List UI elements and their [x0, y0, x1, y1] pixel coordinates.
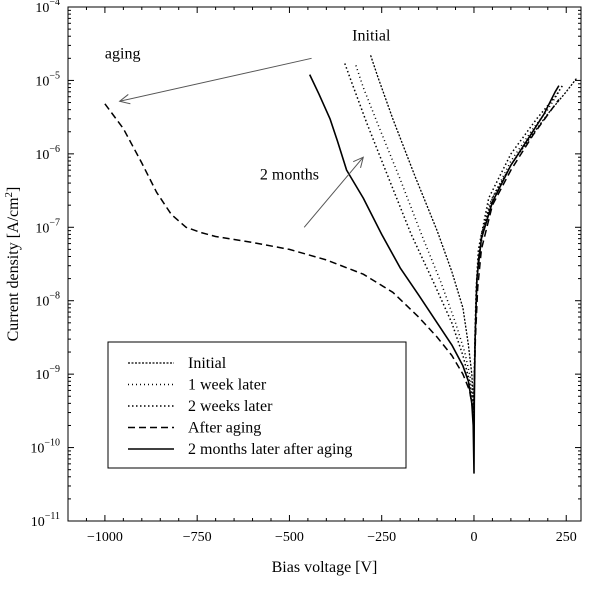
annotation-initial: Initial [352, 27, 391, 44]
y-tick-label: 10−5 [35, 70, 60, 89]
x-axis-title: Bias voltage [V] [272, 559, 378, 576]
x-tick-label: −750 [183, 530, 212, 545]
axes-layer: −1000 −750 −500 −250 0 250 10−11 10−10 10−9 10−8 1… [30, 0, 582, 545]
y-tick-label: 10−8 [35, 291, 60, 310]
legend-label-1: Initial [188, 355, 227, 372]
y-axis-title-end: ] [5, 187, 22, 192]
y-axis-title-main: Current density [A/cm [5, 197, 22, 342]
annotation-aging: aging [105, 45, 141, 62]
y-tick-label: 10−11 [31, 511, 60, 530]
legend-label-5: 2 months later after aging [188, 441, 352, 458]
y-tick-label: 10−9 [35, 364, 60, 383]
x-tick-label: 0 [470, 530, 477, 545]
series-line-3 [344, 63, 564, 427]
x-tick-label: −1000 [87, 530, 123, 545]
annotation-arrow-head [118, 94, 131, 105]
legend-label-3: 2 weeks later [188, 398, 273, 415]
curve-layer [104, 55, 578, 474]
annotation-layer: Initial aging 2 months [105, 27, 391, 228]
legend-label-4: After aging [188, 420, 261, 437]
x-tick-label: −500 [275, 530, 304, 545]
series-line-5 [308, 74, 560, 474]
y-axis-title: Current density [A/cm2] [3, 187, 22, 342]
plot-frame [67, 6, 582, 522]
annotation-arrow-head [353, 156, 364, 168]
annotation-two-months: 2 months [260, 166, 319, 183]
y-tick-label: 10−7 [35, 217, 60, 236]
annotation-arrow-line [303, 156, 364, 228]
series-line-4 [104, 99, 560, 420]
x-tick-label: −250 [367, 530, 396, 545]
y-tick-label: 10−6 [35, 144, 60, 163]
x-tick-label: 250 [556, 530, 577, 545]
y-axis-title-superscript: 2 [3, 192, 15, 198]
legend-label-2: 1 week later [188, 377, 267, 394]
annotation-arrow-line [119, 57, 312, 102]
y-tick-label: 10−4 [35, 0, 60, 16]
legend: Initial 1 week later 2 weeks later After ag… [107, 341, 407, 469]
y-tick-label: 10−10 [30, 438, 60, 457]
